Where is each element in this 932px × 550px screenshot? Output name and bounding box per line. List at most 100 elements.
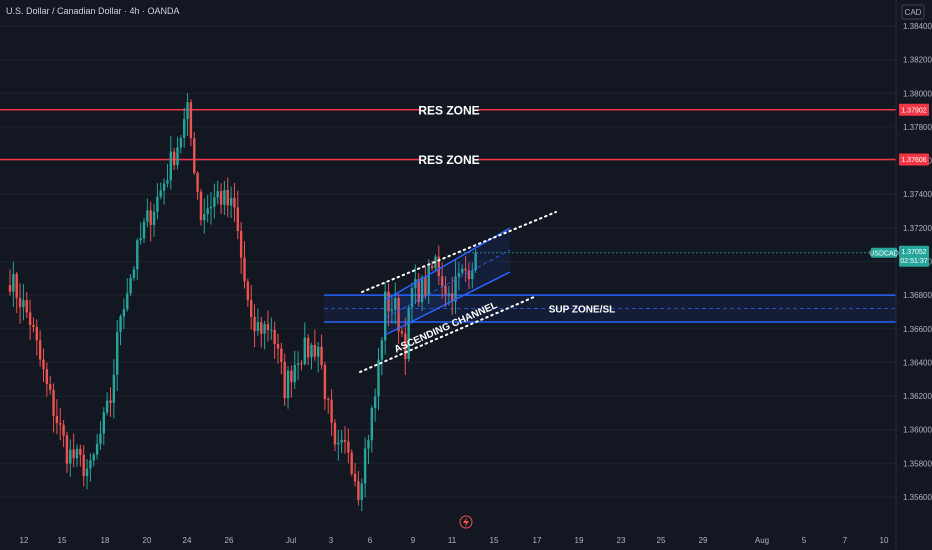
candle-body [451, 293, 454, 302]
candle-body [159, 190, 162, 197]
candle-body [126, 293, 129, 310]
x-tick-label: 17 [533, 536, 542, 545]
candle-body [72, 449, 75, 459]
candle-body [132, 269, 136, 278]
candle-body [69, 449, 72, 464]
candle-body [283, 361, 286, 399]
candle-body [417, 279, 420, 303]
x-tick-label: 29 [699, 536, 708, 545]
candle-body [250, 300, 253, 317]
candle-body [38, 340, 42, 360]
candle-body [45, 369, 49, 385]
x-tick-label: 9 [411, 536, 416, 545]
y-tick-label: 1.35800 [903, 459, 932, 468]
lightning-icon [459, 515, 473, 529]
lightning-icon-glyph [463, 517, 469, 527]
candle-body [213, 197, 216, 207]
candle-body [105, 400, 109, 413]
channel-lower-line [384, 271, 511, 336]
channel-mid-line [384, 249, 511, 319]
candle-body [112, 374, 116, 403]
candle-body [350, 452, 353, 474]
candle-body [32, 324, 35, 328]
candle-body [8, 285, 12, 292]
candle-body [447, 293, 451, 295]
candle-body [327, 399, 330, 401]
candles [8, 93, 477, 512]
last-price-label: 1.37052 [901, 249, 926, 256]
candle-body [373, 396, 377, 409]
candle-body [179, 137, 183, 148]
candle-body [162, 183, 166, 191]
candle-body [166, 180, 169, 184]
candle-body [122, 309, 126, 317]
x-tick-label: 7 [843, 536, 848, 545]
x-tick-label: 12 [20, 536, 29, 545]
y-tick-label: 1.35600 [903, 493, 932, 502]
candle-body [196, 172, 199, 192]
candle-body [42, 359, 45, 370]
candle-body [142, 221, 146, 239]
candle-body [464, 268, 467, 271]
candle-body [461, 268, 464, 273]
candle-body [176, 147, 179, 166]
candle-body [400, 331, 404, 334]
sup-zone-label: SUP ZONE/SL [549, 305, 616, 316]
channel-upper-dotted [361, 211, 557, 293]
candle-body [320, 346, 323, 365]
candle-body [15, 274, 18, 299]
x-tick-label: 11 [448, 536, 457, 545]
candle-body [172, 151, 176, 166]
candle-body [276, 343, 280, 349]
y-tick-label: 1.36400 [903, 358, 932, 367]
res-price-tag [899, 103, 929, 116]
candle-body [266, 324, 270, 331]
candle-body [193, 138, 196, 173]
candle-body [323, 364, 327, 400]
candle-body [95, 443, 99, 455]
candle-body [367, 440, 370, 449]
symbol-tag [871, 247, 897, 258]
candle-body [75, 448, 79, 459]
y-tick-label: 1.37800 [903, 123, 932, 132]
y-tick-label: 1.38000 [903, 89, 932, 98]
candle-body [223, 190, 226, 205]
candle-body [353, 473, 357, 482]
res-price-tag-label: 1.37902 [901, 107, 926, 114]
res-zone-label: RES ZONE [418, 103, 479, 117]
candle-body [337, 442, 340, 445]
candle-body [380, 340, 384, 360]
candle-body [270, 329, 273, 331]
candle-body [28, 312, 32, 325]
chart-title: U.S. Dollar / Canadian Dollar · 4h · OAN… [6, 6, 180, 16]
candle-body [136, 240, 139, 270]
candle-body [293, 364, 296, 383]
candle-body [152, 211, 156, 225]
candle-body [407, 307, 410, 359]
candle-body [79, 448, 82, 455]
candle-body [370, 408, 373, 441]
price-tags: 1.37902 1.37606 USDCAD 1.37052 02:51:37 [460, 103, 929, 267]
candle-body [330, 399, 333, 423]
candle-body [263, 324, 266, 334]
x-tick-label: 26 [225, 536, 234, 545]
currency-box [901, 4, 925, 20]
candle-body [454, 276, 457, 302]
candle-body [290, 370, 293, 383]
candle-body [65, 435, 69, 464]
res-zone-label: RES ZONE [418, 153, 479, 167]
candle-body [236, 207, 239, 231]
x-tick-label: Aug [755, 536, 769, 545]
x-tick-label: 10 [880, 536, 889, 545]
candle-body [357, 481, 360, 500]
lightning-icon-ring [459, 515, 473, 529]
candle-body [102, 412, 105, 434]
candle-body [303, 337, 306, 364]
candle-body [82, 454, 85, 477]
candle-body [12, 274, 15, 292]
candle-body [260, 322, 263, 334]
candle-body [397, 297, 400, 332]
chart-grid [0, 25, 896, 498]
x-tick-label: 24 [183, 536, 192, 545]
